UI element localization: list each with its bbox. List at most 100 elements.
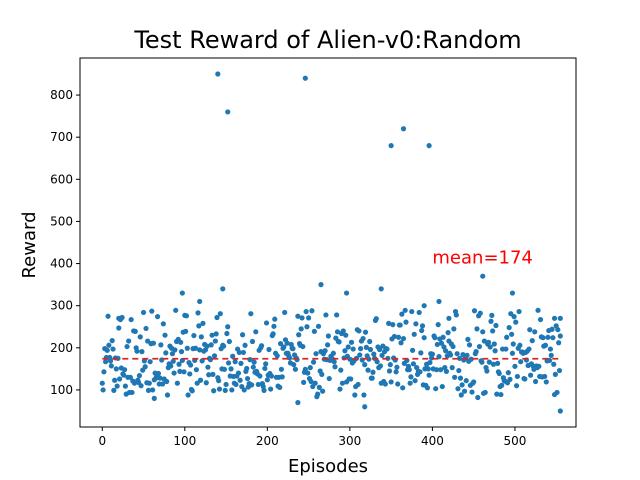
data-point	[331, 359, 337, 365]
data-point	[268, 373, 275, 379]
data-point	[509, 290, 516, 296]
data-point	[224, 330, 230, 337]
data-point	[220, 286, 226, 292]
data-point	[393, 369, 399, 375]
chart-title: Test Reward of Alien-v0:Random	[133, 26, 521, 54]
data-point	[211, 353, 218, 359]
data-point	[411, 331, 417, 337]
data-point	[264, 377, 270, 383]
data-point	[510, 341, 516, 347]
y-tick-label: 800	[50, 88, 73, 102]
data-point	[233, 381, 239, 388]
data-point	[449, 365, 455, 371]
data-point	[417, 369, 423, 375]
data-point	[503, 346, 509, 352]
data-point	[426, 372, 432, 378]
data-point	[490, 328, 496, 334]
data-point	[318, 282, 324, 288]
data-point	[388, 143, 394, 149]
data-point	[132, 328, 138, 334]
data-point	[102, 359, 109, 365]
data-point	[511, 314, 517, 320]
data-point	[127, 374, 133, 380]
data-point	[526, 346, 532, 352]
data-point	[471, 308, 478, 314]
data-point	[181, 369, 187, 375]
data-point	[263, 320, 270, 326]
data-point	[302, 75, 308, 81]
data-point	[237, 377, 243, 383]
data-point	[277, 341, 284, 347]
data-point	[174, 380, 180, 386]
data-point	[433, 367, 440, 373]
data-point	[532, 329, 538, 335]
data-point	[493, 322, 499, 329]
data-point	[549, 326, 555, 332]
data-point	[122, 383, 128, 389]
data-point	[386, 320, 392, 326]
data-point	[528, 372, 534, 378]
data-point	[529, 338, 535, 344]
data-point	[371, 351, 377, 357]
data-point	[325, 333, 332, 339]
data-point	[310, 359, 317, 365]
x-tick-label: 200	[256, 434, 279, 448]
data-point	[514, 373, 521, 380]
data-point	[425, 366, 431, 372]
data-point	[136, 373, 143, 379]
data-point	[172, 347, 178, 353]
data-point	[465, 336, 471, 342]
data-point	[505, 370, 511, 376]
data-point	[114, 383, 120, 389]
data-point	[398, 340, 404, 346]
data-point	[440, 334, 446, 340]
data-point	[419, 327, 425, 334]
data-point	[211, 388, 217, 394]
data-point	[486, 359, 492, 365]
y-tick-label: 600	[50, 172, 73, 186]
data-point	[315, 391, 321, 397]
data-point	[126, 338, 132, 344]
data-point	[426, 143, 432, 149]
data-point	[367, 346, 374, 353]
data-point	[455, 386, 461, 392]
data-point	[319, 371, 325, 377]
data-point	[557, 333, 563, 339]
data-point	[272, 316, 278, 322]
data-point	[457, 375, 464, 381]
data-point	[151, 395, 157, 401]
data-point	[480, 273, 486, 279]
data-point	[391, 333, 398, 340]
data-point	[116, 315, 122, 321]
data-point	[400, 335, 407, 342]
data-point	[438, 367, 444, 373]
data-point	[171, 370, 177, 376]
data-point	[397, 322, 403, 328]
data-point	[241, 387, 247, 393]
data-point	[142, 364, 148, 370]
data-point	[452, 374, 458, 380]
data-point	[212, 338, 218, 344]
data-point	[551, 361, 557, 367]
data-point	[542, 342, 549, 348]
data-point	[490, 361, 497, 367]
data-point	[388, 379, 394, 385]
data-point	[106, 342, 112, 348]
data-point	[278, 366, 284, 372]
data-point	[187, 371, 193, 377]
data-point	[330, 350, 336, 356]
data-point	[429, 351, 435, 357]
data-point	[308, 378, 314, 385]
data-point	[355, 381, 361, 388]
data-point	[238, 360, 244, 366]
data-point	[419, 323, 426, 329]
data-point	[522, 376, 528, 382]
data-point	[138, 383, 144, 389]
data-point	[370, 369, 376, 375]
data-point	[316, 384, 322, 390]
data-point	[434, 341, 440, 348]
data-point	[438, 340, 445, 346]
data-point	[206, 372, 212, 378]
data-point	[225, 324, 231, 330]
data-point	[150, 340, 157, 346]
